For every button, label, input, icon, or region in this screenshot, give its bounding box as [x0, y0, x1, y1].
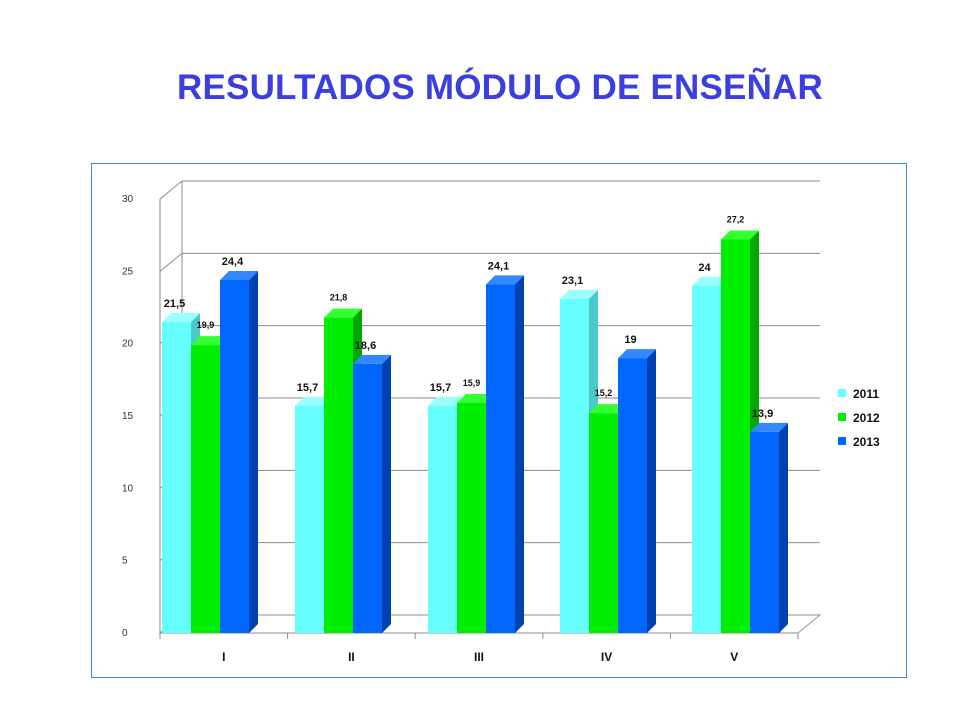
bar-top	[353, 354, 391, 364]
bar-front	[721, 239, 750, 634]
bar-front	[353, 363, 382, 633]
bar	[486, 275, 524, 633]
bar-front	[428, 405, 457, 633]
x-category-label: V	[730, 650, 738, 664]
bar-front	[750, 431, 779, 633]
bar-top	[692, 276, 730, 286]
legend-swatch	[838, 389, 846, 397]
data-label: 15,9	[463, 378, 481, 388]
bar-front	[220, 280, 249, 633]
x-category-label: II	[348, 650, 355, 664]
bar	[750, 422, 788, 633]
data-label: 19	[624, 334, 636, 346]
bar-side	[382, 354, 391, 633]
bar-top	[295, 396, 333, 406]
bar-side	[779, 422, 788, 633]
y-tick-label: 25	[122, 266, 134, 277]
data-label: 27,2	[727, 215, 745, 225]
y-tick-label: 5	[122, 556, 128, 567]
legend-swatch	[838, 437, 846, 445]
bar-front	[589, 413, 618, 633]
legend-label: 2012	[853, 411, 880, 425]
bar-top	[162, 312, 200, 322]
y-tick-label: 20	[122, 339, 134, 350]
legend: 2011 2012 2013	[838, 387, 880, 449]
bar-layer	[162, 230, 788, 634]
bar-front	[457, 402, 486, 633]
bar	[618, 349, 656, 633]
x-category-label: IV	[601, 650, 612, 664]
x-category-label: I	[222, 650, 225, 664]
bar-top	[721, 230, 759, 240]
bar-side	[515, 275, 524, 633]
bar-top	[220, 271, 258, 281]
legend-label: 2011	[853, 387, 879, 401]
data-label: 19,9	[197, 320, 215, 330]
y-tick-label: 15	[122, 411, 134, 422]
chart-title: RESULTADOS MÓDULO DE ENSEÑAR	[177, 68, 823, 107]
label-layer: 21,5 15,7 15,7 23,1 24 19,9 21,8 15,9 15,2 27,2 24…	[164, 215, 773, 420]
data-label: 13,9	[752, 408, 773, 420]
bar-front	[191, 345, 220, 633]
data-label: 15,2	[595, 388, 613, 398]
bar-top	[486, 275, 524, 285]
data-label: 24,4	[222, 256, 244, 268]
bar-front	[295, 405, 324, 633]
bar	[353, 354, 391, 633]
legend-label: 2013	[853, 435, 880, 449]
bar-top	[191, 336, 229, 346]
bar-top	[618, 349, 656, 359]
bar-top	[750, 422, 788, 432]
bar-top	[457, 393, 495, 403]
data-label: 23,1	[562, 275, 583, 287]
x-category-label: III	[474, 650, 484, 664]
bar-side	[647, 349, 656, 633]
bar-front	[324, 317, 353, 633]
data-label: 21,5	[164, 298, 185, 310]
bar-top	[324, 308, 362, 318]
bar-top	[560, 289, 598, 299]
gridline-diagonal	[159, 252, 183, 272]
bar-top	[428, 396, 466, 406]
bar-front	[692, 285, 721, 633]
bar-front	[560, 298, 589, 633]
bar-front	[486, 284, 515, 633]
gridline-diagonal	[159, 180, 183, 200]
chart-frame: 0 5 10 15 20 25 30 I II III IV V 21,5 15,7 15,7 23,1 24…	[91, 163, 907, 678]
bar-top	[589, 404, 627, 414]
bar	[220, 271, 258, 633]
bar-front	[162, 321, 191, 633]
legend-swatch	[838, 413, 846, 421]
bar-side	[249, 271, 258, 633]
data-label: 18,6	[355, 340, 376, 352]
y-tick-label: 10	[122, 483, 134, 494]
data-label: 15,7	[297, 382, 318, 394]
bar-front	[618, 358, 647, 633]
data-label: 21,8	[330, 293, 348, 303]
data-label: 15,7	[430, 382, 451, 394]
data-label: 24	[698, 262, 711, 274]
y-tick-label: 0	[122, 628, 128, 639]
y-tick-label: 30	[122, 194, 134, 205]
data-label: 24,1	[488, 260, 509, 272]
